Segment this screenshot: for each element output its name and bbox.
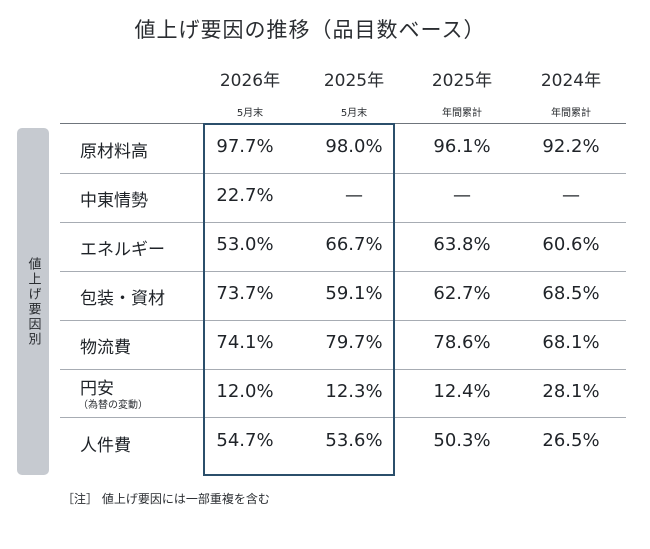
column-header-sub: 5月末 — [340, 108, 368, 119]
column-header-year: 2024年 — [540, 71, 602, 91]
table-cell-value: 78.6% — [433, 332, 491, 354]
row-category-label: 原材料高 — [80, 142, 148, 163]
table-cell-value: — — [562, 185, 580, 207]
row-category-label: 物流費 — [80, 338, 131, 359]
table-cell-value: 73.7% — [216, 283, 274, 305]
row-divider — [60, 222, 626, 223]
table-cell-value: 22.7% — [216, 185, 274, 207]
column-header-sub: 年間累計 — [551, 108, 591, 119]
table-cell-value: 98.0% — [325, 136, 383, 158]
row-category-label: 中東情勢 — [80, 191, 148, 212]
table-cell-value: 26.5% — [542, 429, 600, 451]
table-cell-value: — — [345, 185, 363, 207]
row-divider — [60, 173, 626, 174]
row-category-label: 包装・資材 — [80, 289, 165, 310]
row-divider — [60, 417, 626, 418]
row-divider — [60, 320, 626, 321]
row-divider — [60, 271, 626, 272]
column-header-sub: 年間累計 — [442, 108, 482, 119]
side-label: 値上げ要因別 — [17, 128, 49, 475]
column-header-year: 2026年 — [219, 71, 281, 91]
highlight-box — [203, 123, 395, 476]
table-cell-value: 68.5% — [542, 283, 600, 305]
table-cell-value: 53.6% — [325, 429, 383, 451]
table-cell-value: 68.1% — [542, 332, 600, 354]
table-cell-value: 97.7% — [216, 136, 274, 158]
row-category-label: 円安 — [80, 378, 114, 399]
table-cell-value: 28.1% — [542, 380, 600, 402]
table-cell-value: 12.3% — [325, 380, 383, 402]
table-cell-value: 12.4% — [433, 380, 491, 402]
table-cell-value: 63.8% — [433, 234, 491, 256]
row-category-label: エネルギー — [80, 240, 165, 261]
column-header-sub: 5月末 — [236, 108, 264, 119]
row-divider — [60, 369, 626, 370]
side-label-text: 値上げ要因別 — [25, 256, 41, 347]
table-cell-value: 74.1% — [216, 332, 274, 354]
table-cell-value: 79.7% — [325, 332, 383, 354]
column-header-year: 2025年 — [431, 71, 493, 91]
footnote: ［注］ 値上げ要因には一部重複を含む — [62, 492, 270, 506]
table-cell-value: 60.6% — [542, 234, 600, 256]
table-cell-value: 62.7% — [433, 283, 491, 305]
table-cell-value: 66.7% — [325, 234, 383, 256]
chart-title: 値上げ要因の推移（品目数ベース） — [134, 18, 486, 42]
table-cell-value: — — [453, 185, 471, 207]
table-cell-value: 12.0% — [216, 380, 274, 402]
row-category-sublabel: （為替の変動） — [78, 399, 148, 411]
table-cell-value: 92.2% — [542, 136, 600, 158]
table-cell-value: 59.1% — [325, 283, 383, 305]
table-cell-value: 54.7% — [216, 429, 274, 451]
table-cell-value: 53.0% — [216, 234, 274, 256]
column-header-year: 2025年 — [323, 71, 385, 91]
table-cell-value: 50.3% — [433, 429, 491, 451]
table-cell-value: 96.1% — [433, 136, 491, 158]
row-category-label: 人件費 — [80, 435, 131, 456]
